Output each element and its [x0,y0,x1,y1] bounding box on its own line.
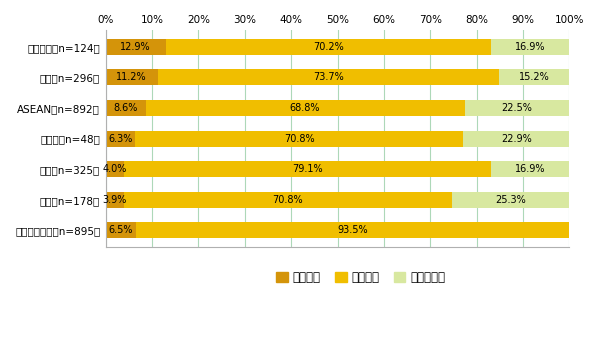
Bar [106,69,158,85]
Bar [136,222,569,238]
Bar [106,100,146,116]
Bar [491,161,569,177]
Text: 73.7%: 73.7% [313,72,344,82]
Bar [491,39,569,55]
Text: 3.9%: 3.9% [102,195,127,205]
Bar [463,130,569,147]
Bar [464,100,569,116]
Text: 70.2%: 70.2% [313,42,344,52]
Bar [500,69,570,85]
Text: 68.8%: 68.8% [290,103,320,113]
Text: 11.2%: 11.2% [116,72,147,82]
Text: 16.9%: 16.9% [515,164,545,174]
Bar [158,69,500,85]
Text: 8.6%: 8.6% [114,103,138,113]
Text: 70.8%: 70.8% [273,195,303,205]
Bar [106,130,135,147]
Bar [106,222,136,238]
Text: 12.9%: 12.9% [120,42,151,52]
Legend: 変更あり, 変更なし, 分からない: 変更あり, 変更なし, 分からない [271,267,450,289]
Bar [106,161,125,177]
Text: 22.5%: 22.5% [501,103,532,113]
Text: 93.5%: 93.5% [337,225,368,235]
Text: 22.9%: 22.9% [501,133,531,144]
Text: 16.9%: 16.9% [515,42,545,52]
Bar [106,39,165,55]
Bar [124,192,452,208]
Bar [452,192,569,208]
Bar [125,161,491,177]
Text: 15.2%: 15.2% [519,72,550,82]
Bar [135,130,463,147]
Text: 6.3%: 6.3% [108,133,132,144]
Text: 6.5%: 6.5% [108,225,133,235]
Text: 4.0%: 4.0% [103,164,127,174]
Text: 79.1%: 79.1% [292,164,323,174]
Bar [106,192,124,208]
Text: 70.8%: 70.8% [284,133,314,144]
Bar [146,100,464,116]
Bar [165,39,491,55]
Text: 25.3%: 25.3% [495,195,526,205]
